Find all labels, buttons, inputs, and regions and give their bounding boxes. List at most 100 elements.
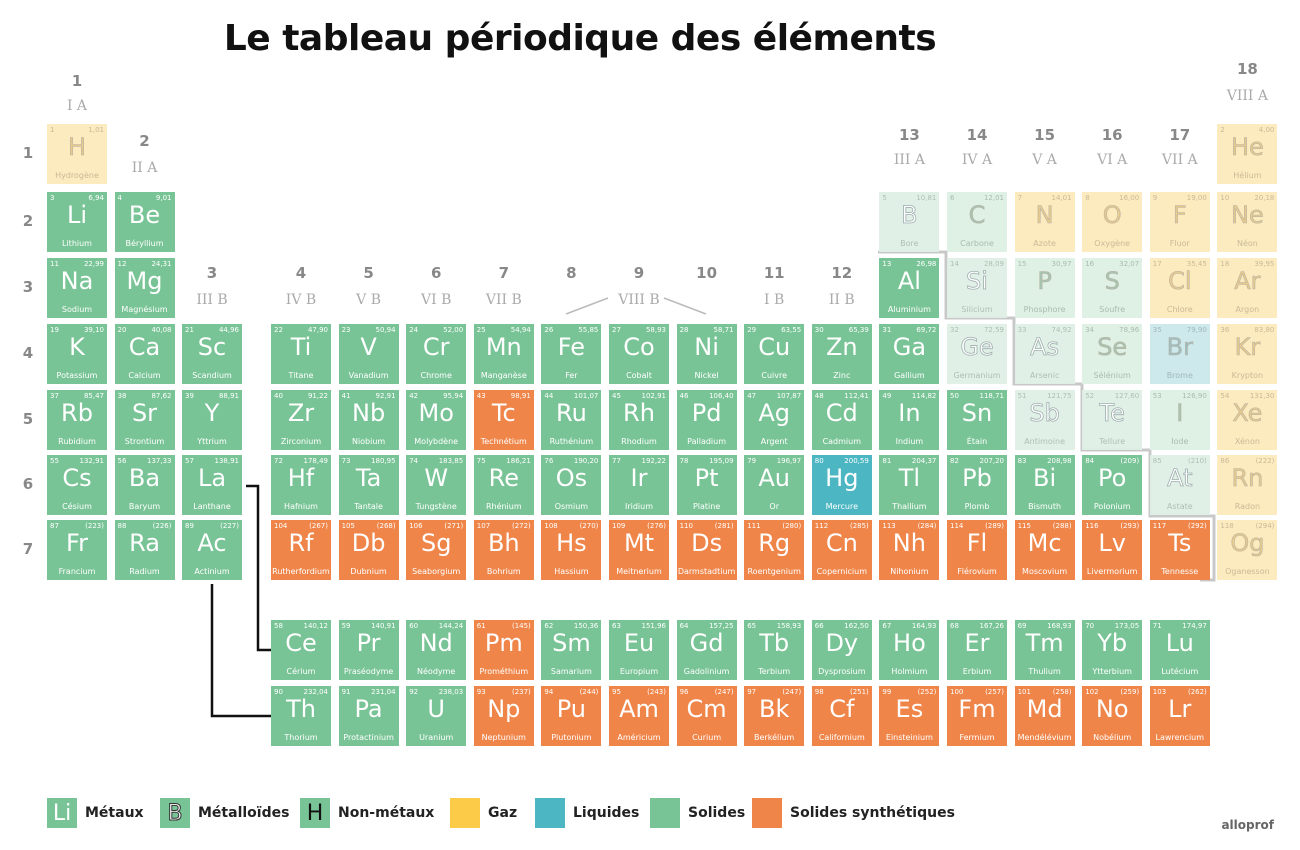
element-name: Étain (966, 437, 988, 446)
element-symbol: Ds (691, 529, 723, 557)
element-symbol: Ti (290, 333, 312, 361)
element-ho: 67 164,93 Ho Holmium (879, 620, 940, 680)
group-roman-3: III B (196, 292, 228, 308)
element-u: 92 238,03 U Uranium (406, 686, 467, 746)
element-atomic-mass: 52,00 (443, 326, 464, 334)
element-name: Plomb (964, 502, 990, 511)
element-fl: 114 (289) Fl Flérovium (947, 520, 1007, 580)
element-atomic-mass: (276) (647, 522, 666, 530)
element-atomic-mass: (223) (85, 522, 104, 530)
element-rn: 86 (222) Rn Radon (1217, 455, 1278, 515)
element-atomic-mass: 232,04 (303, 688, 329, 696)
element-name: Cobalt (626, 371, 652, 380)
element-atomic-number: 51 (1017, 392, 1027, 400)
element-al: 13 26,98 Al Aluminium (879, 258, 940, 318)
element-name: Dubnium (350, 567, 387, 576)
group-roman-2: II A (131, 160, 158, 176)
element-am: 95 (243) Am Américium (609, 686, 669, 746)
element-atomic-number: 74 (409, 457, 419, 465)
element-symbol: Nb (352, 399, 386, 427)
element-symbol: Fl (966, 529, 988, 557)
element-symbol: Ga (892, 333, 927, 361)
element-atomic-mass: 140,12 (303, 622, 329, 630)
legend-label-gas: Gaz (488, 805, 518, 821)
element-symbol: Th (286, 695, 316, 723)
element-symbol: Hg (825, 464, 859, 492)
element-zr: 40 91,22 Zr Zirconium (271, 390, 331, 450)
element-po: 84 (209) Po Polonium (1082, 455, 1143, 515)
element-symbol: Yb (1097, 629, 1128, 657)
element-symbol: Rf (288, 529, 314, 557)
element-ta: 73 180,95 Ta Tantale (338, 455, 399, 515)
element-bk: 97 (247) Bk Berkélium (744, 686, 805, 746)
element-symbol: Ar (1234, 267, 1261, 296)
element-v: 23 50,94 V Vanadium (338, 324, 399, 384)
element-atomic-number: 63 (612, 622, 621, 630)
element-pa: 91 231,04 Pa Protactinium (338, 686, 399, 746)
element-re: 75 186,21 Re Rhénium (473, 455, 534, 515)
element-nd: 60 144,24 Nd Néodyme (406, 620, 467, 680)
element-name: Gallium (894, 371, 925, 380)
element-atomic-number: 53 (1152, 392, 1162, 400)
element-atomic-number: 12 (117, 260, 127, 268)
element-atomic-number: 70 (1085, 622, 1095, 630)
element-name: Roentgenium (747, 567, 801, 576)
legend-item-nonmetals: H Non-métaux (300, 798, 434, 828)
element-atomic-mass: 22,99 (83, 260, 104, 268)
element-atomic-number: 49 (882, 392, 892, 400)
element-atomic-number: 103 (1152, 688, 1167, 696)
element-atomic-mass: 195,09 (709, 457, 734, 465)
element-name: Or (769, 502, 779, 511)
group-number-17: 17 (1169, 126, 1191, 144)
element-atomic-number: 57 (185, 457, 194, 465)
element-hg: 80 200,59 Hg Mercure (811, 455, 872, 515)
element-atomic-number: 21 (185, 326, 194, 334)
element-name: Oxygène (1094, 239, 1131, 248)
element-atomic-number: 91 (341, 688, 351, 696)
element-atomic-mass: 39,95 (1254, 260, 1275, 268)
element-name: Azote (1033, 239, 1056, 248)
element-atomic-number: 58 (274, 622, 283, 630)
element-in: 49 114,82 In Indium (879, 390, 940, 450)
element-symbol: Nh (892, 529, 926, 557)
element-tc: 43 98,91 Tc Technétium (473, 390, 534, 450)
element-symbol: He (1230, 133, 1264, 162)
element-atomic-number: 6 (950, 194, 955, 202)
element-symbol: Sn (961, 399, 993, 427)
element-atomic-mass: 78,96 (1119, 326, 1140, 334)
element-atomic-number: 96 (679, 688, 689, 696)
element-atomic-mass: 50,94 (375, 326, 396, 334)
element-symbol: No (1095, 695, 1129, 723)
element-name: Silicium (961, 305, 993, 314)
element-atomic-mass: 32,07 (1119, 260, 1140, 268)
element-symbol: Og (1230, 529, 1265, 558)
element-atomic-number: 60 (409, 622, 419, 630)
element-atomic-mass: 88,91 (218, 392, 239, 400)
element-symbol: V (360, 333, 377, 361)
element-atomic-number: 93 (476, 688, 486, 696)
element-atomic-number: 67 (882, 622, 892, 630)
element-co: 27 58,93 Co Cobalt (609, 324, 669, 384)
element-atomic-mass: (285) (849, 522, 869, 530)
element-os: 76 190,20 Os Osmium (541, 455, 602, 515)
element-name: Dysprosium (818, 667, 866, 676)
element-name: Meitnerium (616, 567, 662, 576)
element-name: Rhénium (485, 502, 522, 511)
element-symbol: S (1104, 267, 1120, 296)
element-atomic-mass: 118,71 (979, 392, 1005, 400)
element-pt: 78 195,09 Pt Platine (676, 455, 737, 515)
element-yb: 70 173,05 Yb Ytterbium (1082, 620, 1143, 680)
element-name: Bismuth (1028, 502, 1062, 511)
element-symbol: Fm (958, 695, 996, 723)
element-atomic-number: 33 (1017, 326, 1027, 334)
element-atomic-mass: 54,94 (510, 326, 531, 334)
element-atomic-number: 35 (1152, 326, 1162, 334)
element-atomic-number: 45 (612, 392, 621, 400)
element-name: Oganesson (1225, 567, 1270, 576)
element-atomic-number: 65 (747, 622, 757, 630)
element-symbol: Li (66, 201, 88, 229)
element-atomic-number: 69 (1017, 622, 1027, 630)
element-name: Lithium (62, 239, 92, 248)
element-y: 39 88,91 Y Yttrium (182, 390, 242, 450)
element-atomic-mass: 79,90 (1186, 326, 1207, 334)
